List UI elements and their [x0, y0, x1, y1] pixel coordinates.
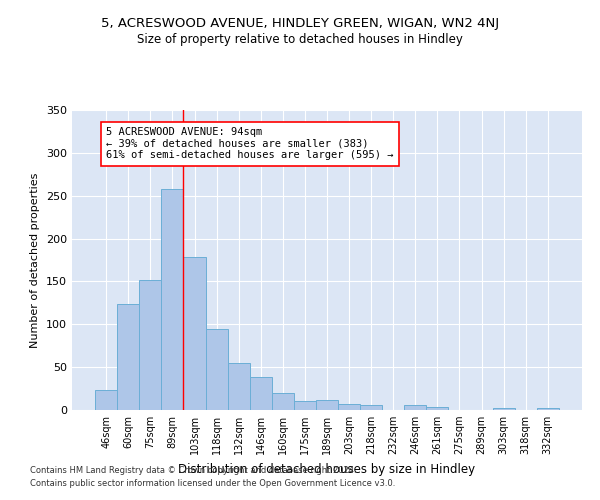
Bar [294, 400, 316, 410]
Bar [95, 390, 117, 410]
Bar [117, 304, 139, 410]
Text: 5 ACRESWOOD AVENUE: 94sqm
← 39% of detached houses are smaller (383)
61% of semi: 5 ACRESWOOD AVENUE: 94sqm ← 39% of detac… [106, 127, 394, 160]
Text: Contains HM Land Registry data © Crown copyright and database right 2024.: Contains HM Land Registry data © Crown c… [30, 466, 356, 475]
Bar [338, 404, 360, 410]
Bar [227, 363, 250, 410]
Bar [206, 328, 227, 410]
Bar [537, 408, 559, 410]
Bar [493, 408, 515, 410]
Text: Size of property relative to detached houses in Hindley: Size of property relative to detached ho… [137, 32, 463, 46]
Text: Contains public sector information licensed under the Open Government Licence v3: Contains public sector information licen… [30, 478, 395, 488]
Bar [316, 400, 338, 410]
Bar [161, 189, 184, 410]
X-axis label: Distribution of detached houses by size in Hindley: Distribution of detached houses by size … [178, 462, 476, 475]
Bar [360, 405, 382, 410]
Bar [250, 376, 272, 410]
Bar [272, 393, 294, 410]
Bar [404, 405, 427, 410]
Text: 5, ACRESWOOD AVENUE, HINDLEY GREEN, WIGAN, WN2 4NJ: 5, ACRESWOOD AVENUE, HINDLEY GREEN, WIGA… [101, 18, 499, 30]
Bar [184, 256, 206, 410]
Y-axis label: Number of detached properties: Number of detached properties [31, 172, 40, 348]
Bar [139, 280, 161, 410]
Bar [427, 406, 448, 410]
